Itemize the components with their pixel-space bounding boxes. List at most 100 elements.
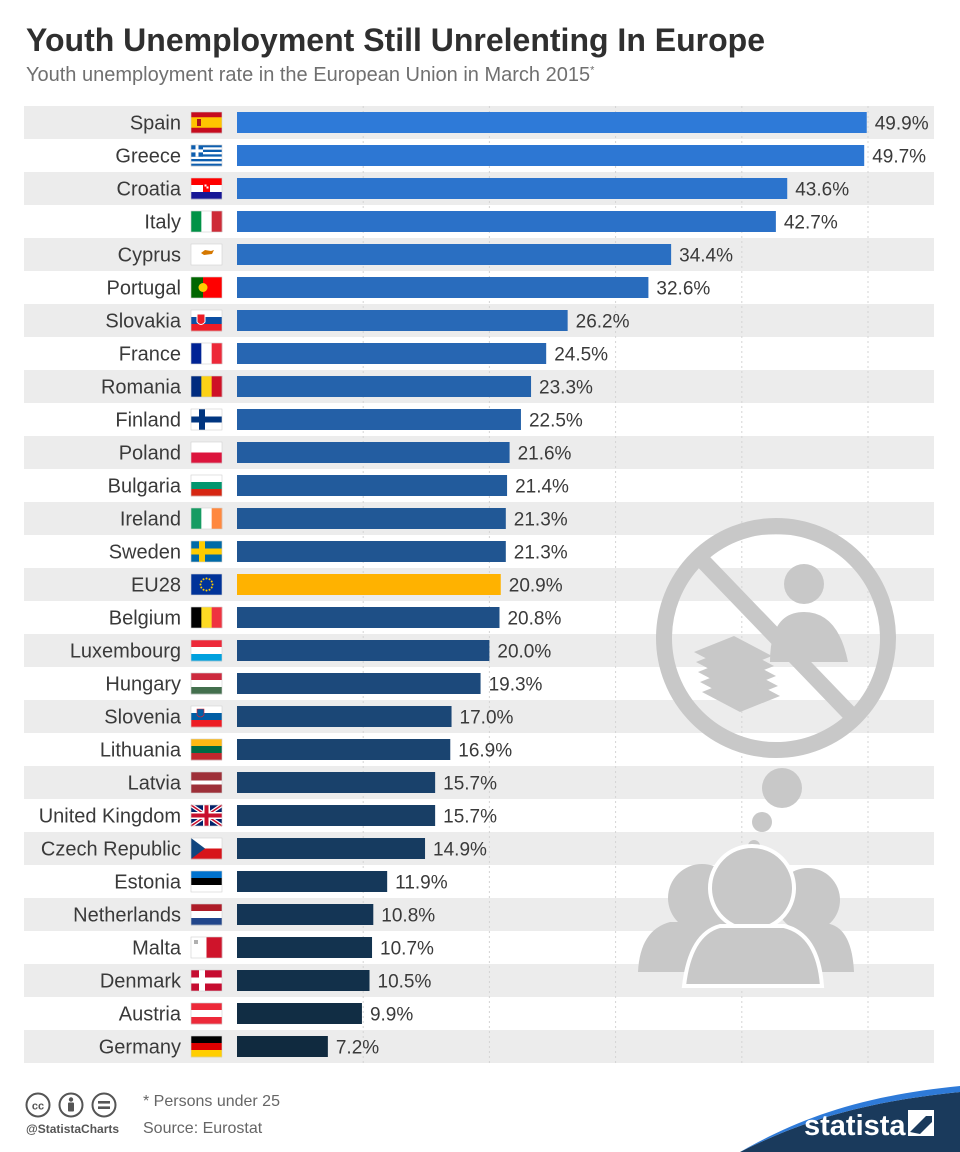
no-job-illustration (638, 518, 896, 988)
value-label: 19.3% (489, 675, 543, 696)
category-label: Estonia (114, 872, 182, 894)
category-label: Portugal (107, 278, 182, 300)
bar (237, 739, 451, 760)
chart-title: Youth Unemployment Still Unrelenting In … (26, 22, 765, 58)
bar (237, 508, 506, 529)
bar (237, 145, 865, 166)
value-label: 10.7% (380, 939, 434, 960)
bar (237, 673, 481, 694)
flag-romania-icon (190, 375, 223, 398)
flag-eu-icon (190, 573, 223, 596)
cc-icon: cc (25, 1092, 51, 1118)
statista-handle: @StatistaCharts (26, 1122, 120, 1136)
value-label: 32.6% (656, 279, 710, 300)
flag-spain-icon (190, 111, 223, 134)
bar (237, 475, 508, 496)
bars (237, 112, 867, 1057)
category-label: Malta (132, 938, 182, 960)
value-label: 15.7% (443, 807, 497, 828)
value-label: 21.4% (515, 477, 569, 498)
value-label: 20.9% (509, 576, 563, 597)
flag-portugal-icon (190, 276, 223, 299)
value-label: 10.8% (381, 906, 435, 927)
value-label: 42.7% (784, 213, 838, 234)
bar (237, 937, 373, 958)
bar (237, 343, 547, 364)
bar (237, 574, 501, 595)
flag-finland-icon (190, 408, 223, 431)
value-label: 22.5% (529, 411, 583, 432)
category-label: Spain (130, 113, 181, 135)
category-label: Slovenia (104, 707, 182, 729)
bar (237, 970, 370, 991)
flag-belgium-icon (190, 606, 223, 629)
category-label: Denmark (100, 971, 182, 993)
statista-brand: statista (740, 1086, 960, 1152)
flag-bulgaria-icon (190, 474, 223, 497)
category-label: Hungary (105, 674, 181, 696)
statista-logo-icon (908, 1110, 934, 1136)
value-label: 20.0% (497, 642, 551, 663)
value-label: 49.9% (875, 114, 929, 135)
bar (237, 706, 452, 727)
category-label: EU28 (131, 575, 181, 597)
category-label: Ireland (120, 509, 181, 531)
row-stripe (24, 1030, 934, 1063)
category-label: Luxembourg (70, 641, 181, 663)
flag-italy-icon (190, 210, 223, 233)
svg-text:cc: cc (32, 1101, 44, 1113)
subtitle-text: Youth unemployment rate in the European … (26, 64, 591, 86)
category-label: Netherlands (73, 905, 181, 927)
value-label: 21.3% (514, 510, 568, 531)
bar (237, 244, 672, 265)
category-label: Germany (99, 1037, 181, 1059)
category-label: Italy (144, 212, 181, 234)
category-label: Bulgaria (108, 476, 182, 498)
chart-subtitle: Youth unemployment rate in the European … (26, 64, 594, 87)
value-label: 21.3% (514, 543, 568, 564)
row-stripe (24, 700, 934, 733)
value-label: 15.7% (443, 774, 497, 795)
value-label: 10.5% (378, 972, 432, 993)
flag-sweden-icon (190, 540, 223, 563)
flag-malta-icon (190, 936, 223, 959)
bar (237, 211, 776, 232)
value-label: 9.9% (370, 1005, 413, 1026)
flag-united-kingdom-icon (189, 803, 224, 828)
category-label: Austria (119, 1004, 182, 1026)
value-labels: 49.9% 49.7% 43.6% 42.7% 34.4% 32.6% 26.2% 24.5%… (336, 114, 929, 1059)
bar (237, 178, 788, 199)
flag-france-icon (190, 342, 223, 365)
category-label: Croatia (117, 179, 182, 201)
value-label: 26.2% (576, 312, 630, 333)
bar (237, 409, 521, 430)
bar (237, 607, 500, 628)
bar (237, 772, 436, 793)
flag-greece-icon (190, 144, 223, 167)
value-label: 20.8% (507, 609, 561, 630)
value-label: 24.5% (554, 345, 608, 366)
source-note: Source: Eurostat (143, 1120, 263, 1137)
bar (237, 640, 490, 661)
bar (237, 904, 374, 925)
bar (237, 310, 568, 331)
bar-chart: Spain Greece Croatia Italy Cyprus Portugal Slo… (24, 106, 934, 1063)
flag-latvia-icon (190, 771, 223, 794)
subtitle-footnote-mark: * (590, 64, 595, 77)
value-label: 17.0% (460, 708, 514, 729)
flag-czech-republic-icon (190, 837, 223, 860)
value-label: 16.9% (458, 741, 512, 762)
category-label: Poland (119, 443, 181, 465)
flag-croatia-icon (190, 177, 223, 200)
bar (237, 838, 426, 859)
bar (237, 1036, 328, 1057)
bar (237, 871, 388, 892)
nd-icon (91, 1092, 117, 1118)
category-label: Romania (101, 377, 182, 399)
category-label: Latvia (128, 773, 182, 795)
bar (237, 112, 867, 133)
bar (237, 805, 436, 826)
value-label: 49.7% (872, 147, 926, 168)
flag-germany-icon (190, 1035, 223, 1058)
footnote: * Persons under 25 (143, 1093, 280, 1110)
